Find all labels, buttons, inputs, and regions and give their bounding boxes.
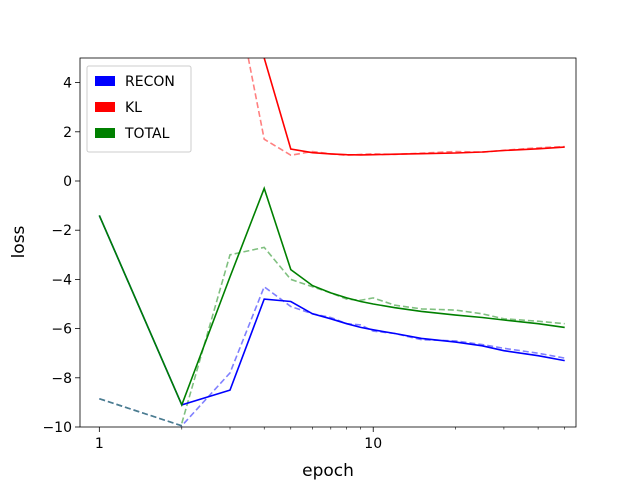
- y-tick-label: 2: [63, 125, 72, 141]
- series-line-kl: [263, 58, 565, 156]
- series-line-4-dashed: [99, 285, 565, 427]
- legend: RECON KL TOTAL: [86, 65, 192, 153]
- series-layer: [98, 58, 565, 427]
- legend-swatch-recon: [95, 76, 115, 86]
- plot-frame: [79, 57, 577, 428]
- y-tick-label: −10: [42, 420, 72, 436]
- x-tick-label: 1: [95, 436, 104, 452]
- y-tick-label: −8: [51, 371, 72, 387]
- legend-label-kl: KL: [125, 100, 142, 116]
- y-tick-label: 4: [63, 76, 72, 92]
- y-tick-label: −2: [51, 223, 72, 239]
- legend-swatch-total: [95, 128, 115, 138]
- x-axis-label: epoch: [302, 461, 354, 480]
- x-tick-label: 10: [364, 436, 382, 452]
- series-line-total: [98, 186, 565, 408]
- y-tick-label: −4: [51, 272, 72, 288]
- legend-label-recon: RECON: [125, 74, 175, 90]
- ticks-layer: 1 10 −10 −8 −6 −4 −2 0 2 4: [42, 76, 565, 452]
- series-line-recon: [98, 215, 565, 406]
- y-tick-label: −6: [51, 322, 72, 338]
- legend-label-total: TOTAL: [124, 126, 170, 142]
- y-tick-label: 0: [63, 174, 72, 190]
- series-line-5-dashed: [181, 246, 565, 424]
- legend-swatch-kl: [95, 102, 115, 112]
- series-line-6-dashed: [99, 397, 183, 427]
- y-axis-label: loss: [9, 225, 29, 258]
